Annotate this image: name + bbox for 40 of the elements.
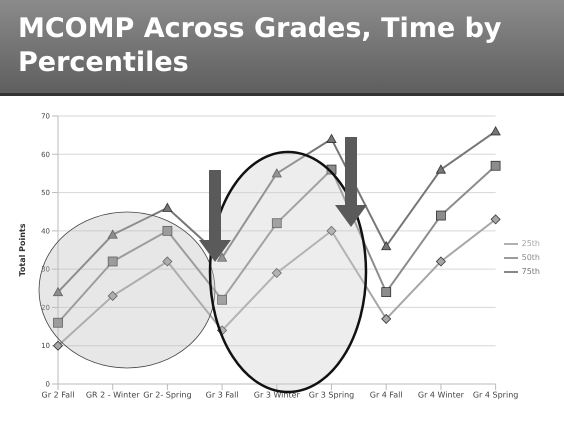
point bbox=[53, 287, 63, 296]
x-tick-label: Gr 3 Spring bbox=[308, 390, 354, 400]
point bbox=[217, 294, 228, 305]
point bbox=[272, 218, 282, 228]
x-tick-label: Gr 4 Fall bbox=[370, 390, 403, 400]
point bbox=[490, 126, 501, 136]
point bbox=[326, 134, 336, 143]
point bbox=[436, 210, 446, 220]
point bbox=[108, 230, 118, 239]
x-tick-label: Gr 4 Winter bbox=[418, 390, 465, 400]
point bbox=[381, 314, 392, 324]
point bbox=[217, 252, 228, 262]
legend-label: 50th bbox=[522, 253, 540, 262]
x-tick-label: Gr 2- Spring bbox=[143, 390, 192, 400]
point bbox=[53, 340, 63, 351]
x-tick-label: Gr 4 Spring bbox=[472, 390, 518, 400]
point bbox=[162, 226, 172, 236]
point bbox=[217, 326, 228, 336]
point bbox=[326, 226, 336, 236]
x-tick-label: GR 2 - Winter bbox=[86, 390, 140, 400]
point bbox=[436, 164, 446, 174]
point bbox=[108, 256, 118, 266]
point bbox=[272, 168, 282, 178]
point bbox=[490, 214, 501, 224]
point bbox=[381, 287, 392, 298]
point bbox=[162, 202, 172, 212]
legend-label: 25th bbox=[522, 239, 540, 248]
legend-label: 75th bbox=[522, 267, 540, 276]
x-tick-label: Gr 3 Fall bbox=[206, 390, 239, 400]
point bbox=[162, 256, 172, 266]
point bbox=[53, 318, 63, 328]
point bbox=[381, 241, 392, 250]
chart-title: MCOMP Across Grades, Time by Percentiles bbox=[0, 0, 564, 96]
point bbox=[436, 256, 446, 266]
y-axis-title: Total Points bbox=[18, 223, 27, 277]
point bbox=[108, 291, 118, 301]
point bbox=[326, 164, 336, 174]
x-tick-label: Gr 2 Fall bbox=[42, 390, 74, 400]
point bbox=[272, 268, 282, 278]
point bbox=[490, 160, 501, 171]
